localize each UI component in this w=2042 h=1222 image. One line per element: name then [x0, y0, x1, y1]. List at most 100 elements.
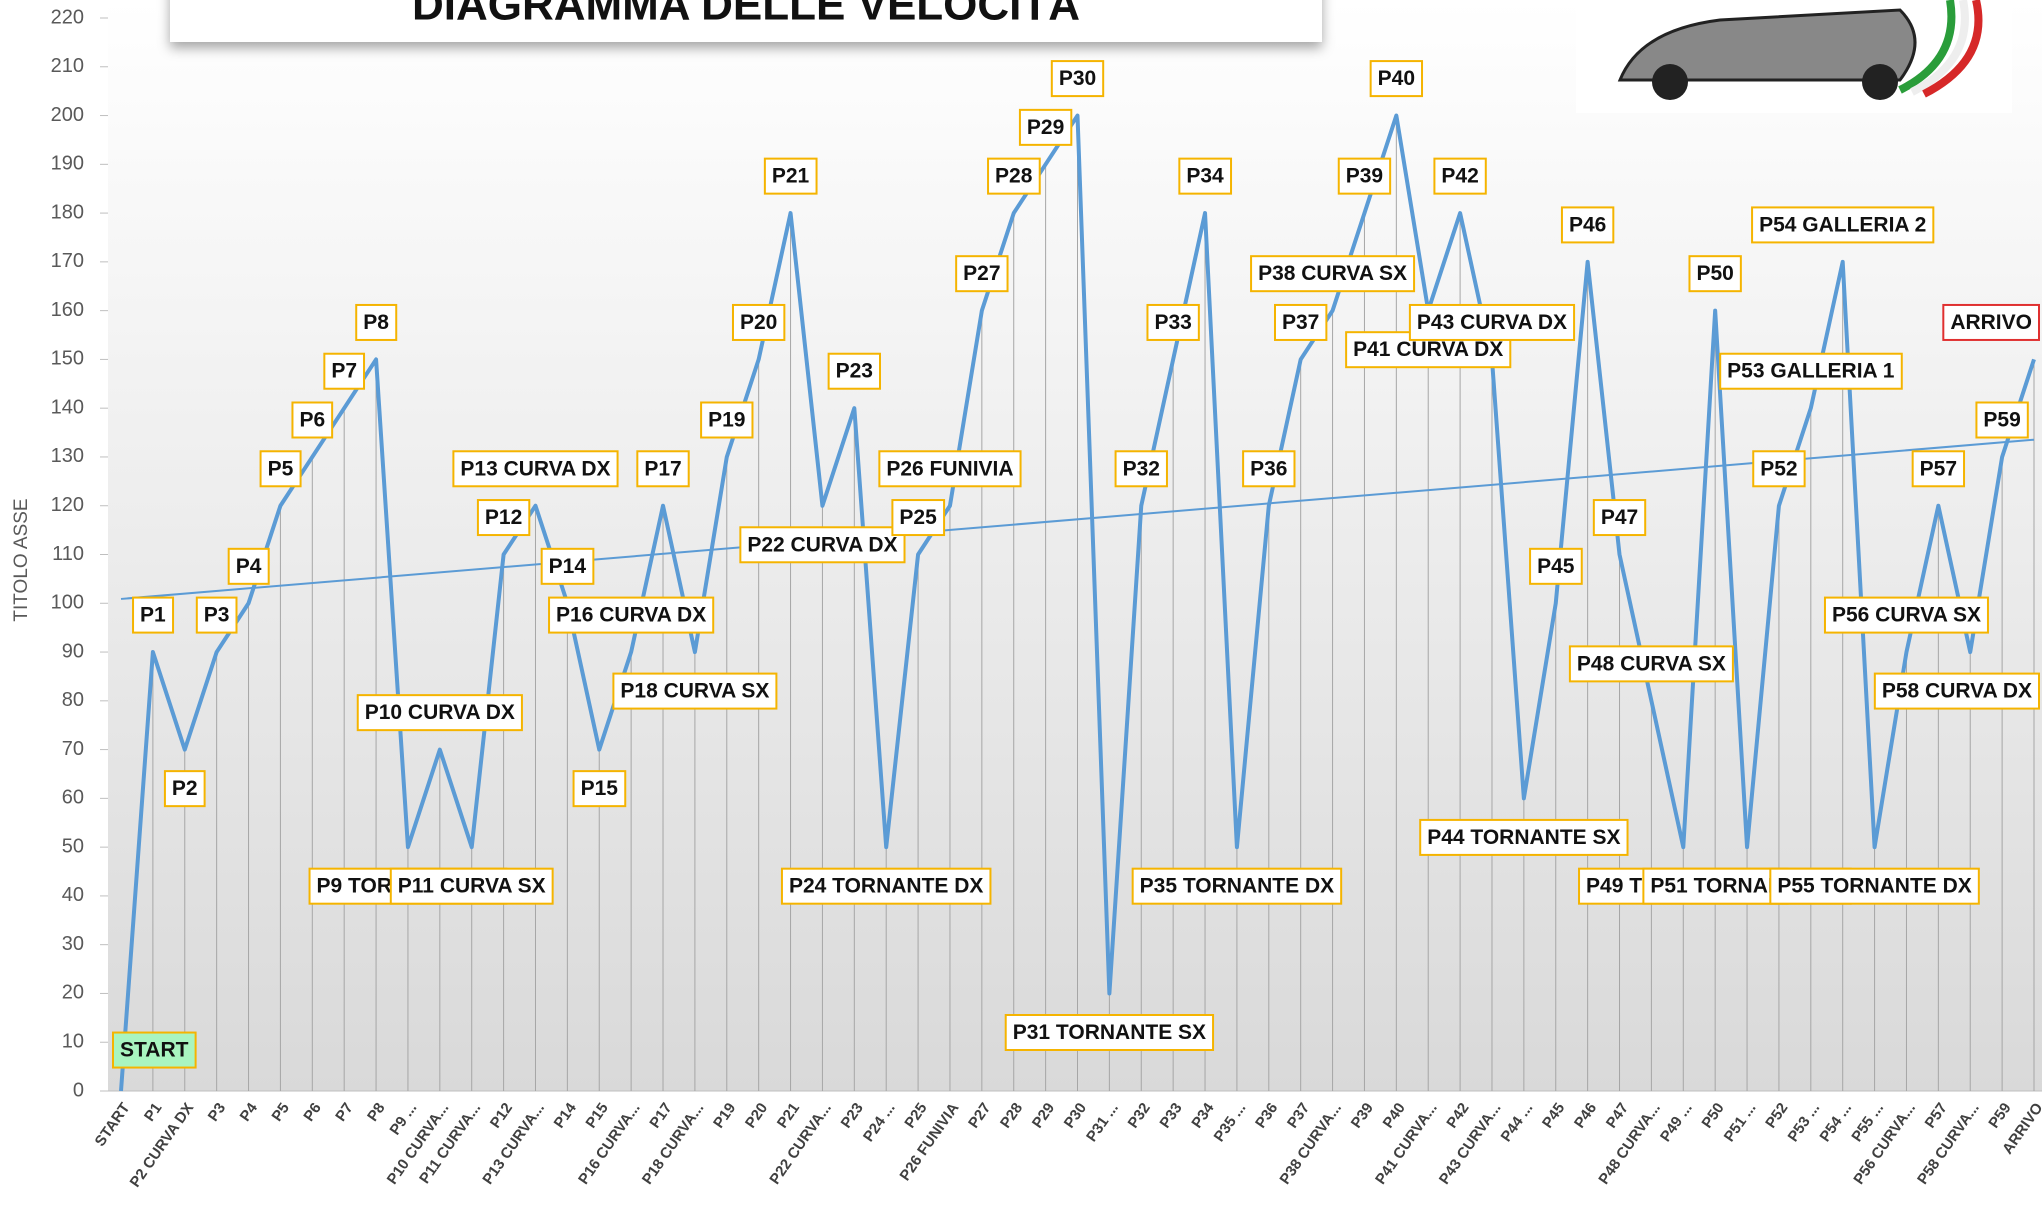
- point-label: P32: [1116, 451, 1167, 486]
- y-tick-label: 40: [62, 884, 84, 906]
- y-tick-label: 140: [51, 396, 84, 418]
- point-label: P55 TORNANTE DX: [1770, 869, 1979, 904]
- x-tick-label: P44 ...: [1498, 1100, 1537, 1145]
- x-tick-label: P54 ...: [1816, 1100, 1855, 1145]
- x-tick-label: P17: [646, 1100, 675, 1132]
- point-label-text: P31 TORNANTE SX: [1013, 1021, 1206, 1044]
- point-label-text: P20: [740, 311, 777, 334]
- point-label-text: P17: [644, 457, 681, 480]
- x-tick-label: P33: [1156, 1100, 1185, 1132]
- point-label: P8: [356, 305, 396, 340]
- point-label: P17: [637, 451, 688, 486]
- x-tick-label: P23: [838, 1100, 867, 1132]
- point-label-text: P1: [140, 604, 166, 627]
- point-label: P30: [1052, 61, 1103, 96]
- point-label: P47: [1594, 500, 1645, 535]
- x-tick-label: P12: [487, 1100, 516, 1132]
- point-label: P54 GALLERIA 2: [1752, 207, 1933, 242]
- point-label: P6: [292, 403, 332, 438]
- point-label: P39: [1339, 159, 1390, 194]
- y-tick-label: 0: [73, 1079, 84, 1101]
- point-label: P33: [1147, 305, 1198, 340]
- chart: DIAGRAMMA DELLE VELOCITÀ TITOLO ASSE 010…: [0, 0, 2042, 1217]
- x-tick-label: P20: [742, 1100, 771, 1132]
- point-label-text: P5: [268, 457, 294, 480]
- point-label-text: P39: [1346, 165, 1383, 188]
- x-tick-label: P25: [901, 1100, 930, 1132]
- point-label: P14: [542, 549, 594, 584]
- point-label: P26 FUNIVIA: [879, 451, 1020, 486]
- point-label-text: P50: [1696, 262, 1733, 285]
- point-label: P42: [1434, 159, 1485, 194]
- x-tick-label: P36: [1252, 1100, 1281, 1132]
- point-label: P43 CURVA DX: [1410, 305, 1574, 340]
- point-label-text: P8: [363, 311, 389, 334]
- x-tick-label: P30: [1061, 1100, 1090, 1132]
- point-label: P23: [829, 354, 880, 389]
- point-label-text: P33: [1154, 311, 1191, 334]
- x-tick-label: P27: [965, 1100, 994, 1132]
- point-label: P25: [892, 500, 944, 535]
- x-tick-label: P3: [205, 1100, 229, 1125]
- x-tick-label: P59: [1985, 1100, 2014, 1132]
- x-tick-label: P14: [551, 1099, 581, 1131]
- point-label: P36: [1243, 451, 1294, 486]
- x-tick-label: P29: [1029, 1100, 1058, 1132]
- point-label: P53 GALLERIA 1: [1720, 354, 1902, 389]
- point-label: P37: [1275, 305, 1326, 340]
- x-tick-label: P52: [1762, 1100, 1791, 1132]
- point-label: P44 TORNANTE SX: [1420, 820, 1627, 855]
- x-tick-label: P53 ...: [1785, 1100, 1824, 1145]
- y-tick-label: 90: [62, 640, 84, 662]
- point-label-text: P24 TORNANTE DX: [789, 875, 984, 898]
- point-label-text: P13 CURVA DX: [460, 457, 610, 480]
- x-tick-label: P7: [332, 1100, 356, 1125]
- x-tick-label: START: [92, 1100, 134, 1150]
- y-tick-label: 220: [51, 6, 84, 28]
- x-tick-label: P42: [1443, 1100, 1472, 1132]
- point-label: P22 CURVA DX: [740, 527, 904, 562]
- point-label: P12: [478, 500, 529, 535]
- point-label: P34: [1179, 159, 1231, 194]
- point-label-text: P40: [1378, 67, 1415, 90]
- plot-area: [108, 0, 2042, 1091]
- point-label-text: P15: [581, 777, 619, 800]
- point-label-text: P26 FUNIVIA: [886, 457, 1013, 480]
- point-label-text: P16 CURVA DX: [556, 604, 706, 627]
- x-tick-label: P45: [1539, 1100, 1568, 1132]
- y-tick-label: 180: [51, 201, 84, 223]
- x-tick-label: P28: [997, 1100, 1026, 1132]
- point-label: P56 CURVA SX: [1825, 598, 1988, 633]
- point-label-text: P55 TORNANTE DX: [1777, 875, 1972, 898]
- x-tick-label: P26 FUNIVIA: [896, 1100, 962, 1184]
- point-label-text: P12: [485, 506, 522, 529]
- x-tick-label: P6: [300, 1100, 324, 1125]
- point-label: P40: [1371, 61, 1422, 96]
- point-label-text: P3: [204, 604, 230, 627]
- y-tick-label: 50: [62, 835, 84, 857]
- x-tick-label: P51 ...: [1721, 1100, 1760, 1145]
- point-label: P59: [1976, 403, 2027, 438]
- y-tick-label: 170: [51, 250, 84, 272]
- point-label-text: P7: [331, 360, 357, 383]
- point-label: P1: [133, 598, 173, 633]
- point-label-text: P4: [236, 555, 262, 578]
- point-label: P58 CURVA DX: [1875, 674, 2039, 709]
- point-label-text: P34: [1186, 165, 1224, 188]
- point-label-text: P18 CURVA SX: [620, 680, 769, 703]
- point-label-text: P58 CURVA DX: [1882, 680, 2032, 703]
- point-label: P20: [733, 305, 784, 340]
- x-tick-label: P15: [583, 1100, 612, 1132]
- y-tick-label: 130: [51, 445, 84, 467]
- point-label-text: P48 CURVA SX: [1577, 652, 1726, 675]
- point-label-text: P52: [1760, 457, 1797, 480]
- point-label: P5: [261, 451, 301, 486]
- x-tick-label: P1: [141, 1100, 165, 1125]
- point-label: P57: [1913, 451, 1964, 486]
- y-tick-label: 10: [62, 1031, 84, 1053]
- point-label: P7: [324, 354, 364, 389]
- x-tick-label: P57: [1922, 1100, 1951, 1132]
- x-tick-label: P49 ...: [1657, 1100, 1696, 1145]
- x-tick-label: P19: [710, 1100, 739, 1132]
- point-label-text: ARRIVO: [1950, 311, 2032, 334]
